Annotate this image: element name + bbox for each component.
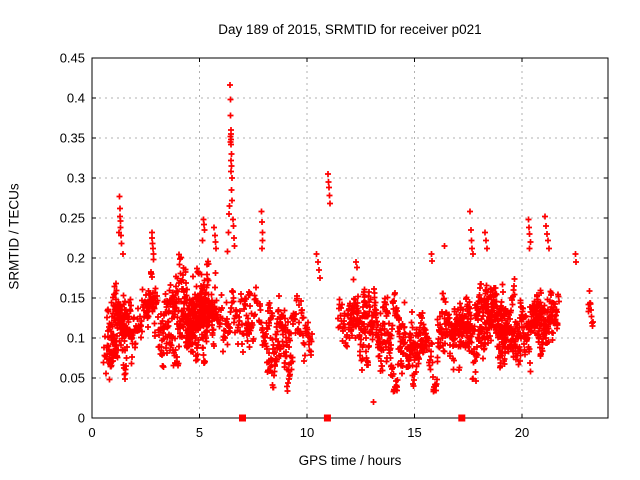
x-tick-label: 5 [196,425,203,440]
x-tick-label: 20 [515,425,529,440]
y-tick-label: 0.1 [67,331,85,346]
tick-labels: 0 5 10 15 20 0 0.05 0.1 0.15 0.2 0.25 0.3 0.35 0.4 0.4… [60,51,530,441]
plot-border [91,57,609,419]
y-tick-label: 0 [78,411,85,426]
x-tick-label: 0 [88,425,95,440]
y-tick-label: 0.35 [60,131,85,146]
y-tick-label: 0.2 [67,251,85,266]
x-tick-label: 10 [300,425,314,440]
chart-title: Day 189 of 2015, SRMTID for receiver p02… [218,22,482,37]
scatter-points [100,82,596,405]
y-tick-label: 0.15 [60,291,85,306]
tick-marks [91,57,608,419]
y-tick-label: 0.4 [67,91,85,106]
event-marker-squares [239,414,466,422]
y-tick-label: 0.05 [60,371,85,386]
event-marker-square [458,414,466,422]
y-tick-label: 0.45 [60,51,85,66]
event-marker-square [239,414,246,422]
y-tick-label: 0.25 [60,211,85,226]
event-marker-square [323,414,331,422]
x-axis-label: GPS time / hours [298,453,402,468]
x-tick-label: 15 [407,425,421,440]
y-tick-label: 0.3 [67,171,85,186]
